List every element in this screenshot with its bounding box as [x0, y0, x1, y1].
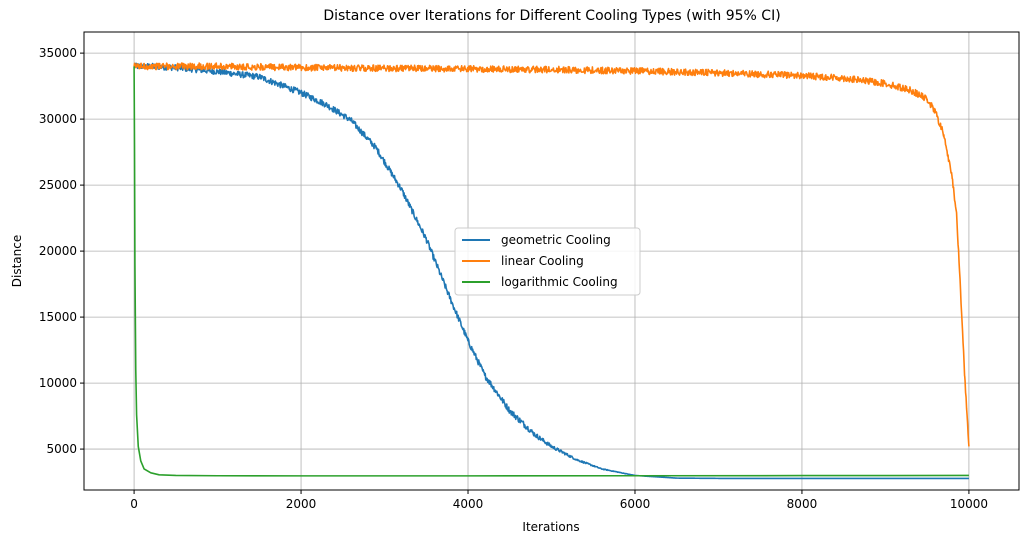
plot-frame [83, 31, 1020, 491]
x-tick-label: 8000 [787, 497, 818, 511]
series-line-linear [133, 62, 970, 447]
legend-box [454, 227, 641, 296]
chart-title: Distance over Iterations for Different C… [323, 8, 780, 24]
x-tick-label: 0 [130, 497, 138, 511]
legend-label-linear: linear Cooling [501, 254, 584, 268]
y-axis: 5000 10000 15000 20000 25000 30000 35000 [39, 46, 84, 456]
y-tick-label: 20000 [39, 244, 77, 258]
y-tick-label: 25000 [39, 178, 77, 192]
legend-label-logarithmic: logarithmic Cooling [501, 275, 618, 289]
x-tick-label: 2000 [286, 497, 317, 511]
y-tick-label: 30000 [39, 112, 77, 126]
plot-series [133, 62, 970, 480]
y-tick-label: 35000 [39, 46, 77, 60]
y-tick-label: 15000 [39, 310, 77, 324]
grid [84, 32, 1019, 490]
legend: geometric Cooling linear Cooling logarit… [454, 227, 641, 296]
y-tick-label: 10000 [39, 376, 77, 390]
x-tick-label: 10000 [950, 497, 988, 511]
x-tick-label: 4000 [453, 497, 484, 511]
x-axis-label: Iterations [522, 520, 579, 534]
y-axis-label: Distance [10, 235, 24, 287]
x-axis: 0 2000 4000 6000 8000 10000 [130, 490, 988, 511]
x-tick-label: 6000 [620, 497, 651, 511]
legend-label-geometric: geometric Cooling [501, 233, 611, 247]
series-line-geometric [133, 62, 970, 480]
y-tick-label: 5000 [46, 442, 77, 456]
series-line-logarithmic [133, 66, 969, 477]
